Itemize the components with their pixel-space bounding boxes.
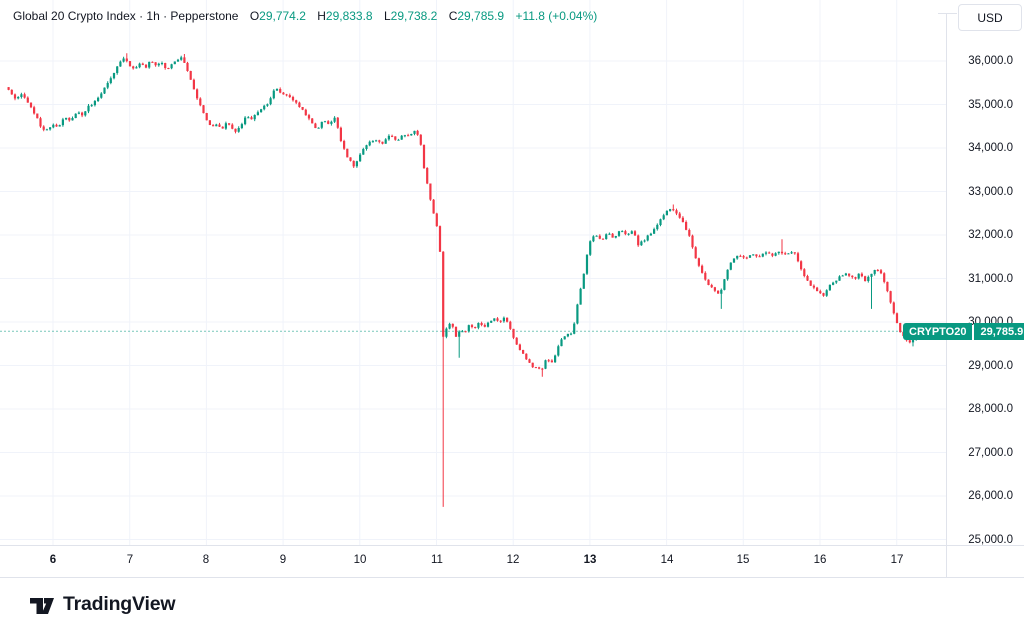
down-candle-wicks <box>8 53 924 507</box>
price-tick-label: 32,000.0 <box>968 229 1013 241</box>
symbol-legend[interactable]: Global 20 Crypto Index · 1h · Pepperston… <box>13 9 597 23</box>
time-tick-label: 16 <box>813 554 827 566</box>
price-tick-label: 31,000.0 <box>968 273 1013 285</box>
ohlc-open: O29,774.2 <box>249 9 306 23</box>
time-tick-label: 9 <box>279 554 287 566</box>
ohlc-low: L29,738.2 <box>383 9 438 23</box>
tradingview-logo[interactable]: TradingView <box>28 593 176 617</box>
time-tick-label: 12 <box>506 554 520 566</box>
time-tick-label: 11 <box>431 554 443 566</box>
time-tick-label: 14 <box>660 554 674 566</box>
price-tick-label: 27,000.0 <box>968 447 1013 459</box>
price-tick-label: 26,000.0 <box>968 490 1013 502</box>
price-tick-label: 29,000.0 <box>968 360 1013 372</box>
price-tick-label: 35,000.0 <box>968 99 1013 111</box>
current-price-value: 29,785.9 <box>974 323 1024 340</box>
footer-bar: TradingView <box>0 578 1024 631</box>
ohlc-high: H29,833.8 <box>317 9 373 23</box>
grid-lines <box>0 0 946 545</box>
current-price-badge: CRYPTO20 29,785.9 <box>903 323 1024 340</box>
currency-toggle-button[interactable]: USD <box>958 4 1022 31</box>
price-tick-label: 34,000.0 <box>968 142 1013 154</box>
price-axis[interactable]: 36,000.0 35,000.0 34,000.0 33,000.0 32,000.0… <box>947 0 1024 546</box>
price-change: +11.8 (+0.04%) <box>515 9 598 23</box>
tradingview-logo-text: TradingView <box>63 593 176 615</box>
price-tick-label: 25,000.0 <box>968 534 1013 546</box>
ohlc-close: C29,785.9 <box>448 9 505 23</box>
time-tick-label: 15 <box>736 554 750 566</box>
time-axis[interactable]: 6 7 8 9 10 11 12 13 14 15 16 17 <box>0 546 1024 577</box>
time-tick-label: 8 <box>202 554 210 566</box>
chart-canvas[interactable] <box>0 0 1024 580</box>
symbol-title: Global 20 Crypto Index · 1h · Pepperston… <box>13 9 239 23</box>
time-tick-label: 10 <box>353 554 367 566</box>
time-tick-label: 6 <box>49 554 57 566</box>
axis-separators <box>0 13 1024 578</box>
time-tick-label: 13 <box>583 554 597 566</box>
price-tick-label: 36,000.0 <box>968 55 1013 67</box>
price-tick-label: 33,000.0 <box>968 186 1013 198</box>
time-tick-label: 17 <box>890 554 904 566</box>
symbol-badge-label: CRYPTO20 <box>903 323 973 340</box>
time-tick-label: 7 <box>126 554 134 566</box>
price-tick-label: 28,000.0 <box>968 403 1013 415</box>
tradingview-logo-icon <box>30 597 54 614</box>
